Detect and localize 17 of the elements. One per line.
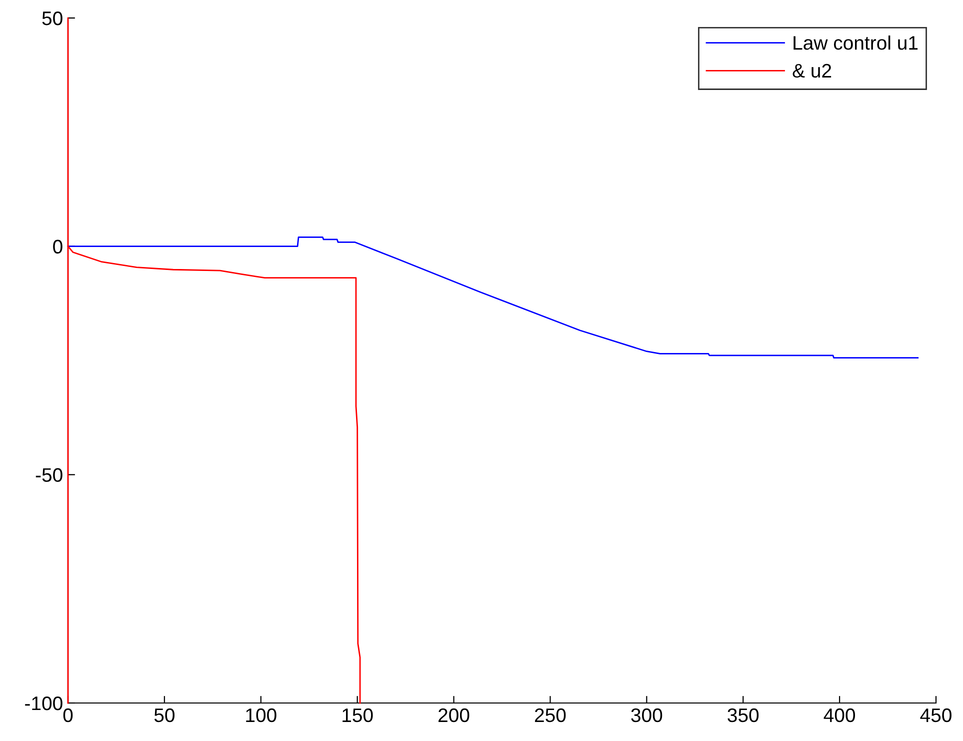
- line-series: [67, 236, 919, 358]
- x-tick-label: 150: [342, 708, 373, 722]
- x-tick-label: 250: [534, 708, 566, 722]
- x-tick-label: 400: [824, 708, 856, 722]
- legend-label: & u2: [792, 64, 832, 78]
- x-tick-label: 100: [246, 708, 276, 722]
- x-tick-label: 350: [728, 708, 759, 722]
- x-tick-label: 0: [63, 708, 73, 722]
- y-tick-label: -100: [25, 696, 62, 710]
- legend-label: Law control u1: [794, 36, 918, 50]
- x-tick-label: 450: [920, 708, 952, 722]
- x-tick-label: 50: [154, 708, 174, 722]
- y-tick-label: 0: [53, 240, 62, 254]
- x-tick-label: 200: [438, 708, 470, 722]
- x-tick-label: 300: [631, 708, 662, 722]
- y-tick-label: -50: [36, 468, 62, 482]
- y-tick-label: 50: [42, 11, 62, 26]
